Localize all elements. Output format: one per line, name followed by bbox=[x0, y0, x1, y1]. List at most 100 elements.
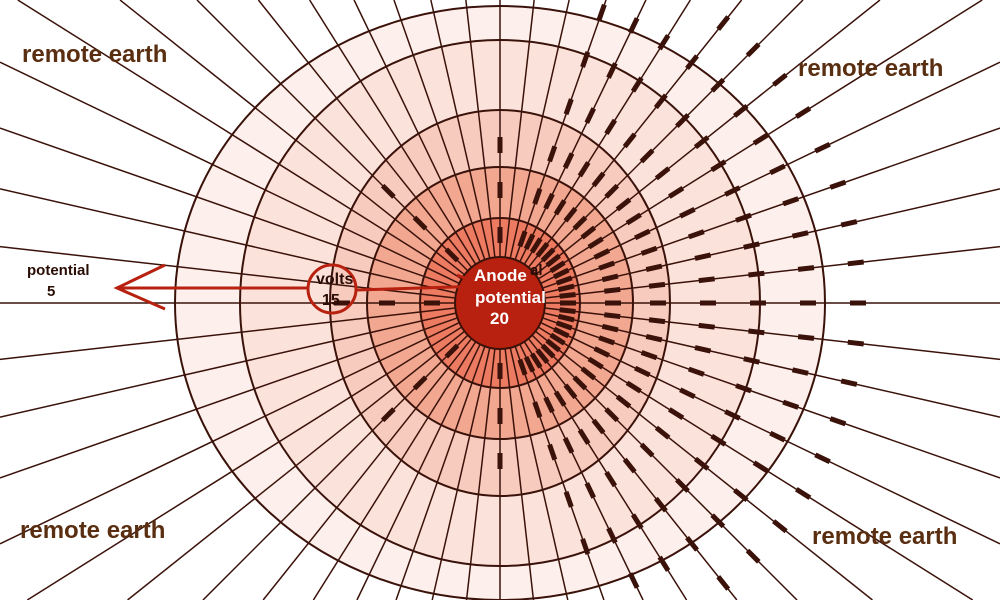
current-dash bbox=[517, 358, 528, 376]
current-dash bbox=[654, 425, 671, 440]
hidden-partial-text: al bbox=[530, 262, 543, 279]
current-dash bbox=[668, 185, 685, 199]
current-dash bbox=[797, 334, 815, 341]
field-line bbox=[509, 347, 569, 600]
current-dash bbox=[517, 230, 528, 248]
current-dash bbox=[693, 456, 710, 471]
current-dash bbox=[840, 219, 858, 228]
current-dash bbox=[412, 375, 428, 391]
current-dash bbox=[639, 148, 655, 164]
current-dash bbox=[648, 317, 666, 325]
arrow-shaft-right bbox=[355, 284, 486, 292]
current-dash bbox=[745, 548, 761, 564]
current-dash bbox=[593, 346, 611, 358]
current-dash bbox=[748, 270, 765, 278]
current-dash bbox=[772, 72, 788, 87]
current-dash bbox=[543, 192, 555, 210]
field-line bbox=[514, 0, 607, 260]
current-dash bbox=[710, 433, 727, 447]
current-dash bbox=[601, 323, 619, 333]
current-dash bbox=[598, 335, 616, 346]
current-dash bbox=[622, 132, 637, 149]
current-dash bbox=[847, 259, 864, 267]
current-dash bbox=[591, 418, 606, 435]
current-dash bbox=[724, 409, 741, 421]
current-dash bbox=[716, 575, 731, 591]
current-dash bbox=[814, 452, 831, 465]
current-dash bbox=[604, 312, 621, 320]
current-dash bbox=[782, 399, 800, 410]
current-dash bbox=[545, 338, 561, 353]
current-dash bbox=[577, 428, 591, 445]
current-dash bbox=[604, 471, 618, 488]
current-dash bbox=[529, 352, 543, 369]
current-dash bbox=[444, 343, 460, 359]
current-dash bbox=[693, 135, 710, 150]
remote-earth-label: remote earth bbox=[20, 517, 166, 544]
current-dash bbox=[694, 252, 712, 261]
field-line bbox=[26, 326, 462, 600]
field-line bbox=[0, 61, 459, 284]
anode-value: 20 bbox=[490, 309, 509, 328]
field-line bbox=[504, 0, 535, 258]
current-dash bbox=[795, 106, 812, 119]
current-dash bbox=[653, 496, 668, 513]
current-dash bbox=[615, 394, 632, 409]
current-dash bbox=[791, 230, 809, 239]
field-line bbox=[312, 341, 477, 600]
field-line bbox=[308, 0, 477, 265]
field-line bbox=[393, 0, 486, 260]
current-dash bbox=[580, 538, 591, 555]
field-line bbox=[430, 0, 491, 259]
current-dash bbox=[604, 183, 620, 199]
current-dash bbox=[627, 572, 640, 589]
current-dash bbox=[698, 276, 715, 284]
current-dash bbox=[532, 401, 543, 419]
field-line bbox=[0, 322, 459, 545]
remote-earth-label: remote earth bbox=[22, 41, 168, 68]
current-dash bbox=[562, 437, 575, 454]
anode-potential-label: potential bbox=[475, 288, 546, 307]
current-dash bbox=[752, 132, 769, 146]
current-dash bbox=[532, 187, 543, 205]
field-line bbox=[509, 0, 570, 259]
field-line bbox=[543, 317, 1000, 479]
current-dash bbox=[412, 215, 428, 231]
current-dash bbox=[598, 260, 616, 271]
field-line bbox=[0, 307, 455, 361]
current-dash bbox=[679, 207, 696, 219]
current-dash bbox=[710, 159, 727, 173]
field-line bbox=[504, 348, 535, 600]
current-dash bbox=[694, 345, 712, 354]
current-dash bbox=[752, 460, 769, 474]
current-dash bbox=[829, 416, 847, 427]
current-dash bbox=[572, 215, 588, 231]
current-dash bbox=[547, 443, 558, 461]
current-dash bbox=[685, 535, 699, 552]
current-dash bbox=[634, 365, 651, 378]
remote-earth-label: remote earth bbox=[798, 55, 944, 82]
current-dash bbox=[444, 247, 460, 263]
current-dash bbox=[769, 163, 786, 176]
field-line bbox=[0, 127, 457, 289]
current-dash bbox=[557, 283, 575, 293]
field-line bbox=[0, 312, 456, 418]
current-dash bbox=[710, 77, 726, 93]
current-dash bbox=[523, 233, 536, 251]
anode-label: Anode bbox=[474, 266, 527, 285]
field-line bbox=[519, 0, 647, 262]
current-dash bbox=[580, 225, 597, 240]
current-dash bbox=[549, 260, 566, 274]
field-line bbox=[262, 338, 472, 600]
current-dash bbox=[552, 267, 570, 280]
current-dash bbox=[559, 307, 576, 314]
current-dash bbox=[587, 356, 604, 370]
field-line bbox=[465, 348, 496, 600]
remote-earth-label: remote earth bbox=[812, 523, 958, 550]
current-dash bbox=[584, 482, 596, 499]
current-dash bbox=[553, 390, 567, 407]
volts-label: volts bbox=[316, 271, 354, 288]
current-dash bbox=[710, 513, 726, 529]
current-dash bbox=[630, 513, 644, 530]
